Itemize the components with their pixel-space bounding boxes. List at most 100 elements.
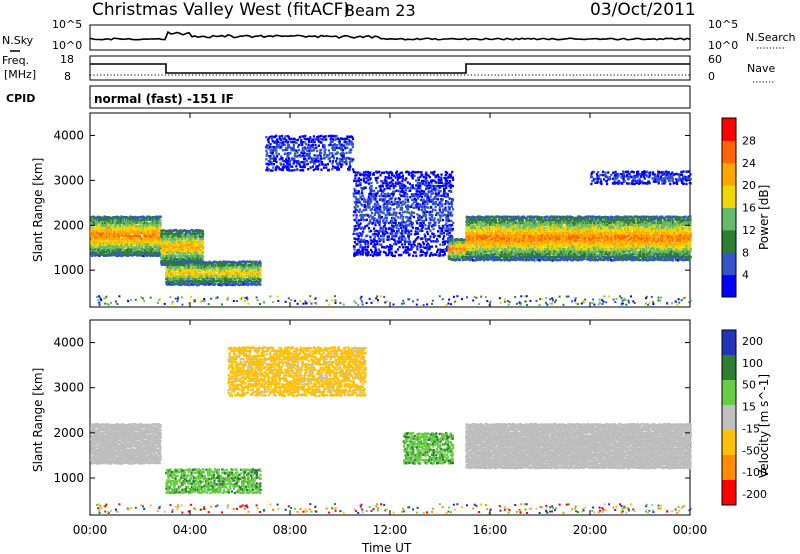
power-cell	[415, 227, 418, 230]
power-cell	[290, 148, 293, 151]
power-cell	[275, 168, 278, 171]
power-cell	[286, 148, 289, 151]
power-cell	[421, 192, 424, 195]
power-cell	[144, 226, 147, 230]
power-cell	[385, 219, 388, 223]
power-cell	[395, 229, 399, 233]
power-cell	[280, 138, 283, 141]
power-cell	[180, 279, 183, 283]
power-cell	[170, 252, 173, 255]
power-cell	[353, 241, 356, 244]
power-cell	[343, 145, 346, 149]
power-cell	[302, 149, 305, 153]
power-cell	[313, 157, 316, 160]
power-cell	[111, 233, 114, 236]
power-cell	[356, 228, 359, 231]
power-cell	[342, 144, 345, 147]
power-cell	[378, 185, 381, 188]
power-cell	[397, 205, 400, 208]
power-cell	[406, 195, 409, 199]
power-cell	[391, 179, 395, 182]
power-cell	[380, 245, 384, 249]
power-cell	[392, 203, 395, 206]
power-cell	[308, 138, 311, 141]
power-cell	[383, 224, 386, 227]
power-cell	[447, 202, 450, 206]
power-cell	[424, 183, 427, 187]
power-cell	[294, 154, 297, 157]
power-cell	[280, 134, 284, 138]
power-data-cells	[90, 134, 692, 307]
power-cell	[403, 240, 406, 243]
power-cell	[435, 213, 438, 217]
power-cell	[275, 160, 278, 164]
power-cell	[440, 173, 443, 176]
power-cell	[165, 243, 168, 246]
power-cell	[97, 224, 100, 227]
power-cell	[415, 198, 418, 202]
power-cell	[365, 173, 368, 176]
power-cell	[448, 247, 451, 250]
power-cell	[142, 229, 145, 232]
power-cell	[438, 206, 441, 209]
power-cell	[344, 158, 347, 161]
power-cell	[191, 233, 194, 236]
power-cell	[312, 149, 316, 152]
power-cell	[406, 193, 409, 196]
power-cell	[398, 174, 401, 177]
power-cell	[401, 218, 404, 221]
power-cell	[184, 246, 187, 249]
power-cell	[352, 232, 355, 235]
power-cell	[374, 197, 377, 200]
power-cell	[166, 283, 169, 286]
power-cell	[236, 272, 239, 275]
power-cell	[404, 178, 407, 182]
power-cell	[250, 281, 254, 284]
power-cell	[364, 248, 367, 251]
power-cell	[303, 165, 306, 169]
power-cell	[312, 168, 315, 172]
power-cell	[297, 160, 300, 164]
power-cell	[265, 149, 268, 152]
power-cell	[370, 211, 374, 215]
power-cell	[451, 199, 454, 203]
power-cell	[420, 182, 423, 185]
power-cell	[395, 189, 398, 192]
power-cell	[388, 202, 391, 205]
power-cell	[313, 147, 316, 150]
power-cell	[382, 234, 386, 238]
power-cell	[389, 243, 392, 247]
power-cell	[451, 258, 454, 261]
power-cell	[269, 143, 272, 146]
power-cell	[368, 230, 371, 233]
power-cell	[328, 157, 331, 160]
power-cell	[326, 163, 329, 166]
power-cell	[275, 152, 278, 155]
power-cell	[364, 170, 367, 174]
power-cell	[407, 235, 410, 238]
power-cell	[159, 226, 162, 229]
power-cell	[278, 135, 281, 138]
power-cell	[336, 157, 339, 160]
power-cell	[412, 254, 415, 257]
power-cell	[414, 251, 417, 254]
power-cell	[116, 227, 119, 230]
power-cell	[255, 260, 258, 264]
power-cell	[196, 230, 200, 233]
power-cell	[406, 211, 409, 214]
power-cell	[416, 202, 419, 206]
power-cell	[364, 245, 367, 249]
power-cell	[417, 184, 420, 188]
power-cell	[396, 224, 399, 227]
power-cell	[206, 282, 209, 285]
power-cell	[252, 263, 255, 266]
power-cell	[145, 227, 149, 231]
power-cell	[213, 260, 216, 263]
power-cell	[201, 237, 205, 240]
power-cell	[421, 216, 424, 219]
power-cell	[194, 263, 197, 266]
power-cell	[387, 253, 390, 257]
power-cell	[442, 187, 446, 190]
power-cell	[401, 229, 404, 232]
power-cell	[235, 280, 238, 283]
